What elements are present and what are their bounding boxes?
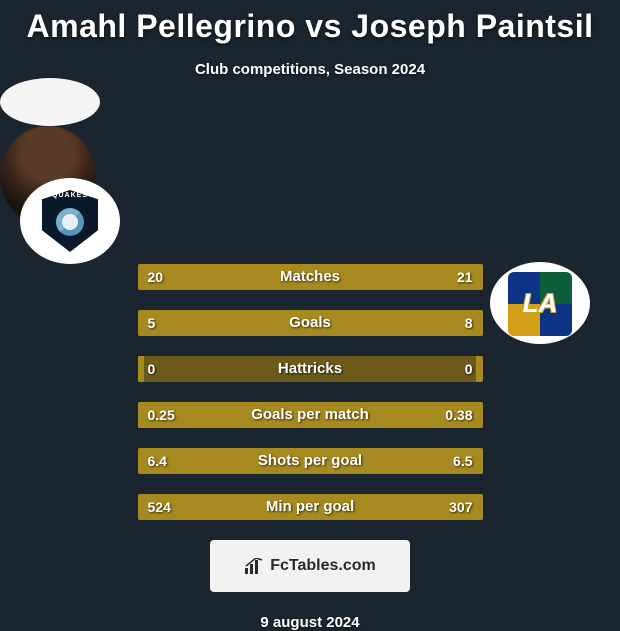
stats-comparison: 2021Matches 58Goals 00Hattricks 0.250.38Goa… [138, 264, 483, 520]
stat-row: 524307Min per goal [138, 494, 483, 520]
stat-row: 00Hattricks [138, 356, 483, 382]
subtitle: Club competitions, Season 2024 [0, 61, 620, 78]
stat-label: Matches [138, 264, 483, 290]
stat-label: Hattricks [138, 356, 483, 382]
stat-row: 58Goals [138, 310, 483, 336]
player-left-avatar [0, 78, 100, 126]
date-label: 9 august 2024 [0, 614, 620, 631]
team-right-badge: LA [490, 262, 590, 344]
stat-label: Min per goal [138, 494, 483, 520]
stat-label: Shots per goal [138, 448, 483, 474]
page-title: Amahl Pellegrino vs Joseph Paintsil [0, 0, 620, 45]
stat-row: 6.46.5Shots per goal [138, 448, 483, 474]
stat-label: Goals [138, 310, 483, 336]
team-left-badge: QUAKES [20, 178, 120, 264]
watermark-text: FcTables.com [270, 557, 376, 575]
stat-row: 0.250.38Goals per match [138, 402, 483, 428]
chart-icon [244, 558, 264, 574]
stat-label: Goals per match [138, 402, 483, 428]
watermark: FcTables.com [210, 540, 410, 592]
stat-row: 2021Matches [138, 264, 483, 290]
